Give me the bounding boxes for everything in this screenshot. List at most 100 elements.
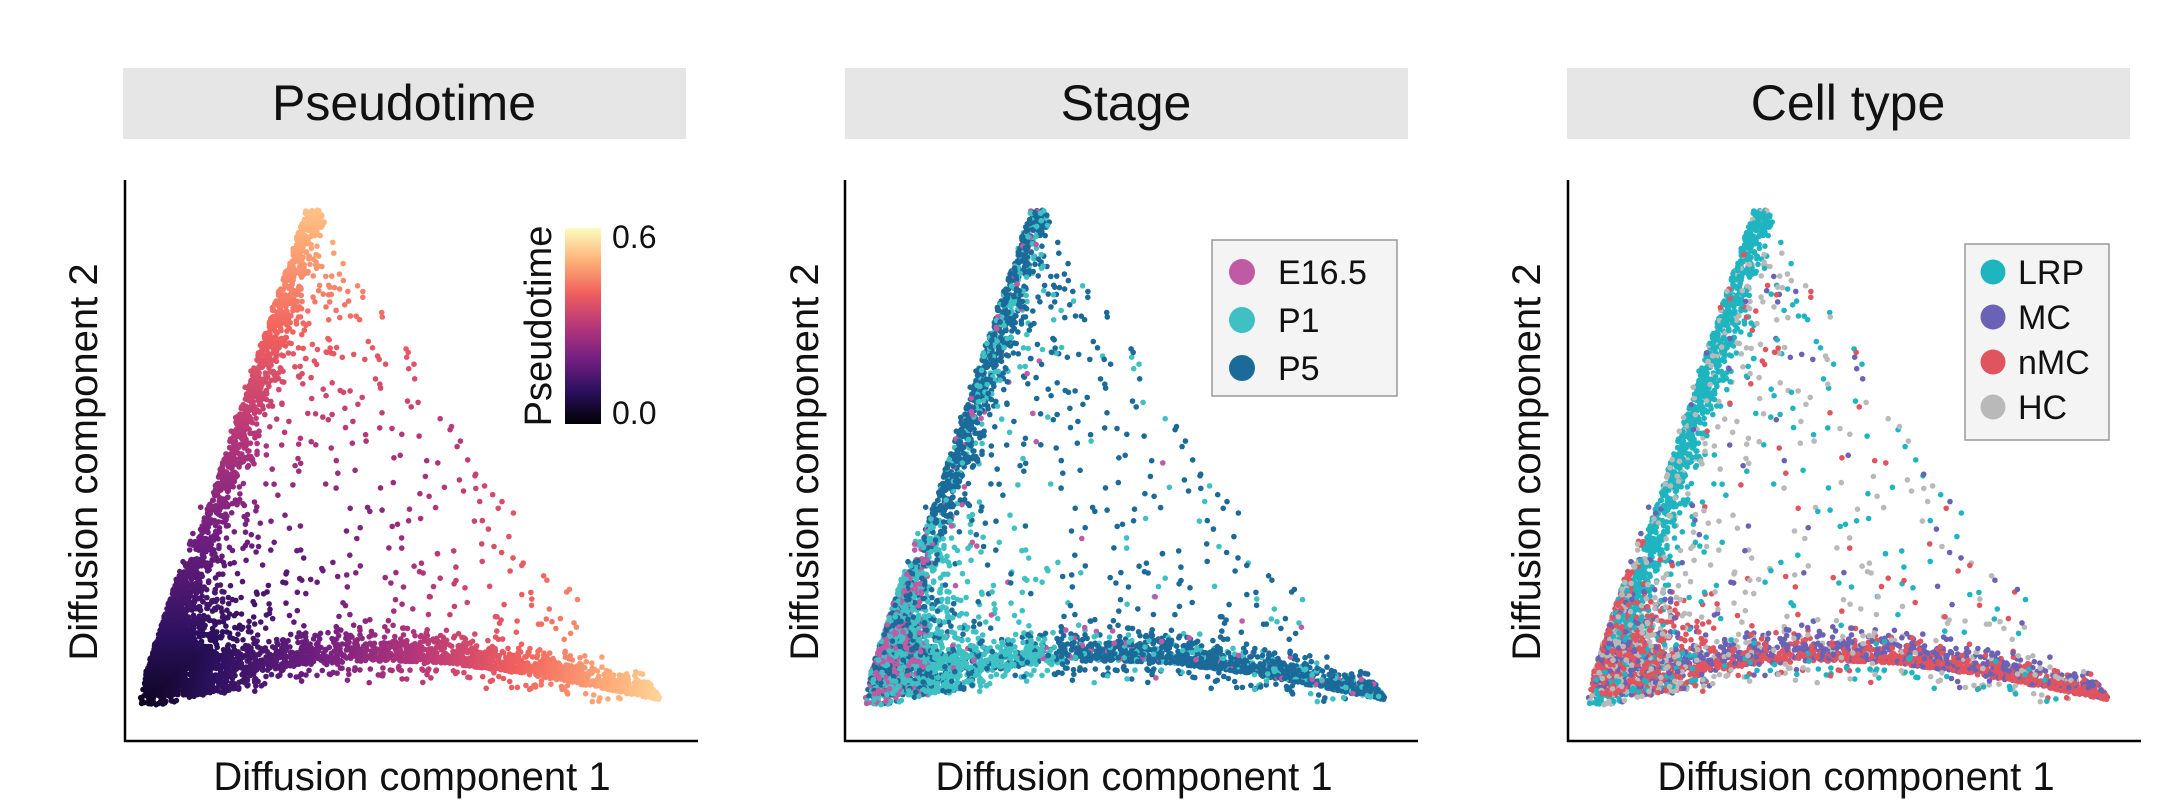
scatter-point: [397, 452, 404, 459]
scatter-point: [253, 504, 260, 510]
scatter-point: [359, 635, 365, 642]
scatter-point: [335, 632, 342, 639]
scatter-point: [325, 416, 332, 423]
scatter-point: [227, 582, 234, 589]
scatter-point: [248, 453, 254, 460]
scatter-point: [433, 667, 440, 673]
scatter-point: [327, 345, 334, 351]
scatter-point: [472, 631, 478, 637]
scatter-point: [294, 589, 301, 596]
scatter-point: [290, 482, 296, 488]
scatter-point: [334, 670, 340, 676]
scatter-point: [513, 629, 520, 635]
scatter-point: [297, 314, 304, 320]
scatter-point: [398, 545, 405, 551]
scatter-point: [345, 288, 351, 295]
scatter-point: [573, 624, 580, 630]
scatter-point: [297, 547, 304, 553]
scatter-point: [205, 578, 212, 584]
scatter-point: [334, 573, 341, 580]
scatter-point: [263, 443, 270, 449]
scatter-point: [262, 625, 269, 631]
scatter-point: [219, 553, 225, 559]
panel-stage: Stage Diffusion component 1 Diffusion co…: [783, 68, 1418, 799]
scatter-point: [538, 682, 544, 688]
scatter-point: [325, 335, 331, 342]
scatter-point: [283, 600, 289, 606]
scatter-point: [403, 346, 409, 352]
scatter-point: [1314, 660, 1320, 666]
scatter-point: [214, 596, 220, 603]
scatter-point: [235, 631, 241, 637]
scatter-point: [510, 510, 517, 516]
scatter-point: [489, 491, 496, 498]
scatter-point: [379, 507, 385, 513]
scatter-point: [331, 250, 337, 256]
scatter-point: [424, 627, 431, 633]
scatter-point: [434, 550, 441, 557]
scatter-point: [321, 219, 328, 225]
scatter-point: [296, 468, 302, 475]
scatter-point: [343, 572, 350, 578]
scatter-point: [339, 641, 346, 647]
scatter-point: [291, 619, 297, 625]
scatter-point: [320, 567, 326, 574]
scatter-point: [456, 477, 463, 483]
scatter-point: [485, 526, 492, 532]
scatter-point: [301, 623, 307, 629]
scatter-point: [357, 524, 364, 531]
scatter-point: [240, 637, 246, 643]
colorbar-max-label: 0.6: [612, 219, 656, 255]
scatter-point: [481, 483, 488, 489]
scatter-point: [273, 416, 280, 422]
scatter-point: [425, 611, 432, 618]
scatter-point: [390, 479, 397, 486]
scatter-point: [430, 583, 437, 590]
scatter-point: [251, 499, 258, 505]
scatter-points: [137, 207, 663, 708]
scatter-point: [418, 560, 425, 566]
scatter-point: [336, 286, 343, 292]
scatter-point: [403, 676, 410, 682]
scatter-point: [320, 414, 326, 420]
scatter-point: [333, 307, 339, 314]
scatter-point: [374, 353, 381, 359]
scatter-point: [372, 632, 378, 638]
scatter-point: [382, 574, 389, 581]
scatter-point: [333, 344, 340, 351]
scatter-point: [228, 510, 235, 516]
scatter-point: [243, 557, 249, 564]
scatter-point: [528, 589, 534, 596]
scatter-point: [279, 400, 285, 407]
scatter-point: [441, 484, 448, 491]
scatter-point: [344, 584, 351, 590]
scatter-point: [485, 637, 491, 644]
scatter-point: [163, 698, 169, 705]
scatter-point: [336, 271, 343, 277]
scatter-point: [263, 673, 269, 680]
scatter-point: [309, 207, 315, 214]
scatter-point: [313, 251, 319, 258]
scatter-point: [417, 490, 423, 497]
scatter-point: [308, 374, 314, 381]
scatter-point: [303, 208, 309, 214]
scatter-point: [287, 631, 294, 638]
scatter-point: [411, 563, 417, 569]
scatter-point: [417, 515, 424, 522]
scatter-point: [597, 695, 603, 701]
scatter-point: [469, 638, 476, 645]
scatter-point: [225, 494, 231, 500]
scatter-point: [460, 488, 467, 494]
scatter-point: [330, 239, 336, 246]
scatter-point: [380, 665, 386, 671]
scatter-point: [514, 618, 520, 624]
scatter-point: [190, 530, 196, 537]
scatter-point: [259, 667, 266, 673]
scatter-point: [557, 615, 564, 622]
scatter-point: [248, 629, 254, 635]
scatter-point: [316, 636, 323, 642]
scatter-point: [437, 415, 444, 422]
scatter-point: [432, 504, 439, 511]
scatter-point: [308, 395, 315, 402]
